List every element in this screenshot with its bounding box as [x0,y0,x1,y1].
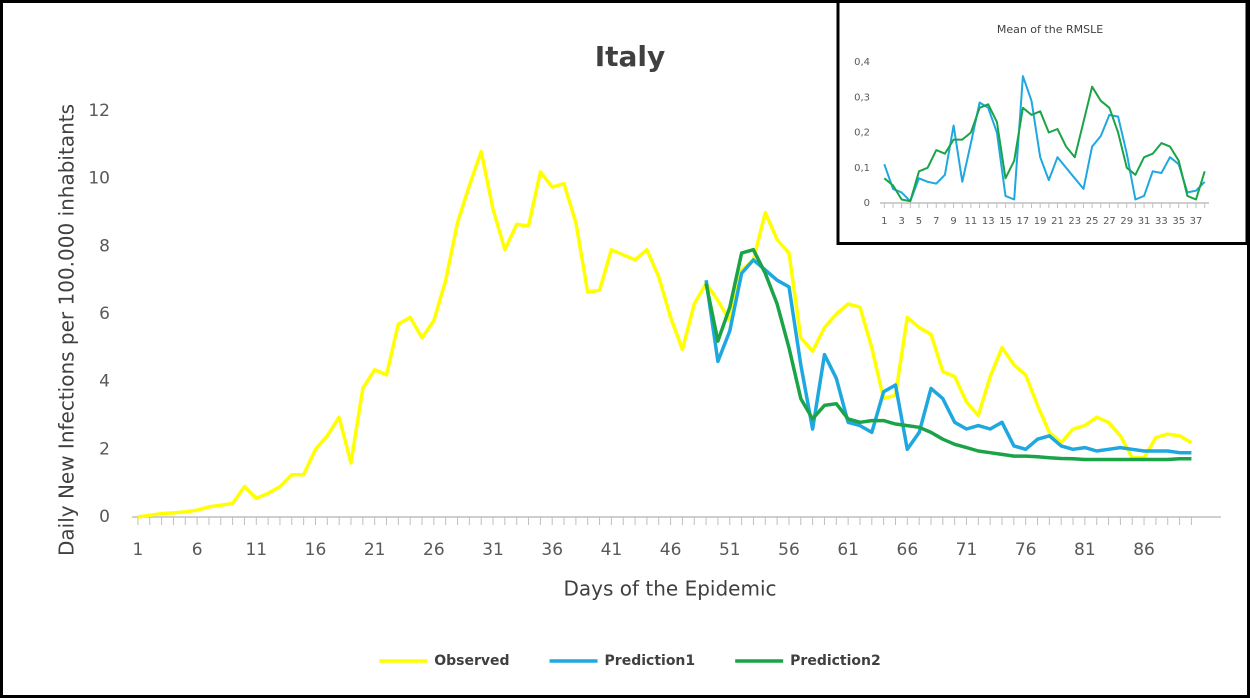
main-chart: Italy Days of the Epidemic Daily New Infec… [55,40,1221,669]
x-tick-label: 25 [1086,216,1099,227]
chart-title: Mean of the RMSLE [997,23,1103,36]
chart-title: Italy [595,40,666,73]
x-tick-label: 9 [950,216,956,227]
x-tick-label: 61 [837,540,859,560]
x-tick-label: 41 [601,540,623,560]
series-line [883,85,1206,203]
x-tick-label: 56 [778,540,800,560]
x-tick-label: 17 [1016,216,1029,227]
x-tick-label: 76 [1015,540,1037,560]
series-line [704,258,1192,455]
x-tick-label: 7 [933,216,939,227]
y-tick-label: 0 [99,507,110,527]
x-tick-label: 81 [1074,540,1096,560]
y-tick-label: 12 [88,101,110,121]
x-tick-label: 1 [881,216,887,227]
legend-label: Prediction1 [605,653,696,669]
x-tick-label: 5 [916,216,922,227]
x-tick-label: 66 [897,540,919,560]
x-tick-label: 37 [1190,216,1203,227]
inset-frame [836,0,1249,245]
series-line [704,247,1192,462]
x-tick-label: 23 [1068,216,1081,227]
y-tick-label: 4 [99,372,110,392]
y-axis-label: Daily New Infections per 100.000 inhabit… [55,104,79,556]
x-tick-label: 29 [1120,216,1133,227]
series-line [137,149,1193,519]
series-line [883,75,1206,203]
x-axis-label: Days of the Epidemic [563,577,776,601]
x-tick-label: 36 [541,540,563,560]
x-tick-label: 15 [999,216,1012,227]
x-tick-label: 1 [133,540,144,560]
x-tick-label: 31 [482,540,504,560]
x-tick-label: 11 [245,540,267,560]
y-tick-label: 6 [99,304,110,324]
x-tick-label: 31 [1138,216,1151,227]
y-tick-label: 0,2 [854,128,870,139]
y-tick-label: 0,1 [854,163,870,174]
y-tick-label: 0,3 [854,92,870,103]
y-tick-label: 0,4 [854,57,870,68]
legend-label: Observed [434,653,509,669]
x-tick-label: 71 [956,540,978,560]
y-tick-label: 0 [864,198,870,209]
x-tick-label: 21 [364,540,386,560]
x-tick-label: 46 [660,540,682,560]
x-tick-label: 16 [305,540,327,560]
x-tick-label: 27 [1103,216,1116,227]
legend-label: Prediction2 [790,653,881,669]
y-tick-label: 2 [99,439,110,459]
y-tick-label: 8 [99,236,110,256]
x-tick-label: 11 [965,216,978,227]
x-tick-label: 13 [982,216,995,227]
x-tick-label: 26 [423,540,445,560]
x-tick-label: 19 [1034,216,1047,227]
x-tick-label: 33 [1155,216,1168,227]
x-tick-label: 86 [1133,540,1155,560]
x-tick-label: 51 [719,540,741,560]
x-tick-label: 21 [1051,216,1064,227]
x-tick-label: 35 [1172,216,1185,227]
y-tick-label: 10 [88,169,110,189]
x-tick-label: 6 [192,540,203,560]
x-tick-label: 3 [898,216,904,227]
